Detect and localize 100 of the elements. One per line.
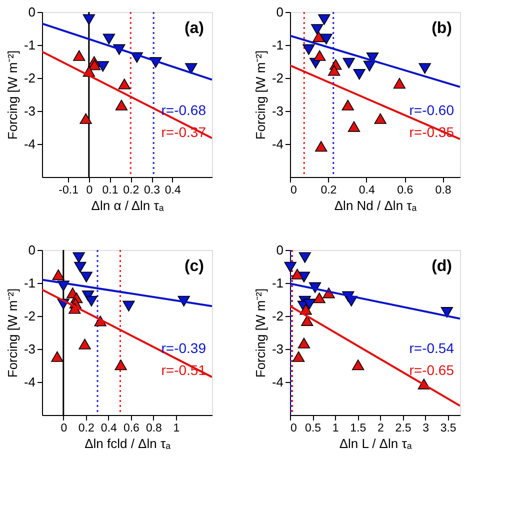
x-tick-label: -0.1: [58, 184, 78, 196]
y-tick-label: -3: [24, 342, 36, 356]
x-tick-label: 0.5: [305, 422, 322, 434]
point: [102, 34, 116, 44]
y-tick-label: -4: [24, 136, 36, 152]
series-label: r=-0.68: [161, 102, 206, 118]
x-tick-label: 0.3: [144, 184, 160, 196]
point: [348, 121, 360, 132]
annotation: (a): [184, 20, 204, 37]
y-tick-label: 0: [28, 242, 36, 258]
point: [302, 44, 315, 55]
point: [353, 69, 366, 80]
point: [114, 360, 127, 370]
point: [318, 14, 330, 25]
point: [393, 78, 406, 89]
y-tick-label: 0: [276, 242, 284, 258]
x-tick-label: 0.4: [164, 184, 182, 196]
series-label: r=-0.60: [409, 102, 454, 118]
y-tick-label: -1: [272, 276, 284, 290]
point: [52, 269, 64, 280]
point: [314, 50, 326, 61]
series-label: r=-0.65: [409, 362, 454, 378]
point: [80, 113, 92, 124]
point: [118, 78, 130, 90]
y-tick-label: -2: [272, 70, 284, 86]
point: [96, 61, 110, 72]
annotation: (c): [184, 258, 204, 275]
y-axis-title: Forcing [W m⁻²]: [252, 50, 268, 140]
point: [51, 351, 64, 362]
point: [85, 296, 98, 306]
text: r=-0.39: [161, 340, 206, 356]
point: [301, 315, 314, 326]
y-tick-label: -2: [24, 70, 36, 86]
x-tick-label: 0: [60, 422, 68, 434]
point: [363, 60, 376, 72]
x-tick-label: 0.4: [358, 184, 376, 196]
y-tick-label: -1: [24, 276, 36, 290]
point: [82, 14, 96, 25]
y-tick-label: -4: [24, 374, 36, 390]
x-tick-label: 0: [290, 422, 297, 434]
point: [418, 63, 431, 74]
x-tick-label: 2.5: [395, 422, 412, 434]
y-axis-title: Forcing [W m⁻²]: [4, 288, 20, 378]
x-tick-label: 0.2: [123, 184, 140, 196]
point: [328, 65, 340, 76]
y-tick-label: 0: [28, 4, 36, 20]
y-tick-label: -3: [272, 104, 284, 118]
point: [303, 298, 316, 310]
point: [440, 307, 454, 318]
x-tick-label: 3: [422, 422, 429, 434]
point: [292, 351, 305, 362]
point: [374, 113, 386, 124]
x-axis-title: Δln α / Δln τₐ: [91, 198, 164, 213]
x-tick-label: 1: [332, 422, 339, 434]
point: [342, 58, 355, 68]
x-tick-label: 0.6: [123, 422, 140, 434]
annotation: (b): [432, 20, 452, 37]
x-tick-label: 0.1: [102, 184, 118, 196]
x-tick-label: 0: [290, 184, 297, 196]
x-tick-label: 1: [173, 422, 180, 434]
point: [72, 252, 85, 263]
point: [115, 100, 128, 110]
y-tick-label: -1: [24, 38, 36, 52]
point: [291, 268, 304, 280]
x-tick-label: 1.5: [350, 422, 366, 434]
point: [312, 31, 325, 42]
point: [78, 338, 91, 350]
point: [80, 272, 92, 282]
series-label: r=-0.54: [409, 340, 454, 356]
point: [313, 292, 326, 304]
y-tick-label: -4: [272, 374, 284, 390]
y-tick-label: -1: [272, 38, 284, 52]
x-tick-label: 0.2: [320, 184, 337, 196]
point: [185, 63, 198, 74]
x-axis-title: Δln L / Δln τₐ: [339, 436, 412, 451]
point: [73, 50, 86, 61]
point: [122, 300, 135, 312]
x-tick-label: 0.6: [397, 184, 414, 196]
point: [352, 360, 364, 370]
y-tick-label: -3: [272, 342, 284, 356]
x-tick-label: 0: [86, 184, 93, 196]
y-tick-label: -4: [272, 136, 284, 152]
x-tick-label: 0.4: [100, 422, 118, 434]
point: [298, 338, 310, 348]
point: [320, 34, 332, 44]
point: [284, 262, 296, 272]
annotation: (d): [432, 258, 452, 275]
x-axis-title: Δln Nd / Δln τₐ: [334, 198, 417, 213]
point: [315, 140, 328, 152]
point: [342, 100, 354, 110]
point: [74, 262, 86, 272]
y-axis-title: Forcing [W m⁻²]: [252, 288, 268, 378]
y-tick-label: -2: [24, 308, 36, 324]
x-tick-label: 0.8: [435, 184, 452, 196]
x-tick-label: 2: [377, 422, 384, 434]
point: [298, 252, 311, 263]
point: [88, 59, 101, 70]
x-tick-label: 0.8: [146, 422, 162, 434]
x-axis-title: Δln fcld / Δln τₐ: [84, 436, 171, 451]
y-tick-label: -2: [272, 308, 284, 324]
